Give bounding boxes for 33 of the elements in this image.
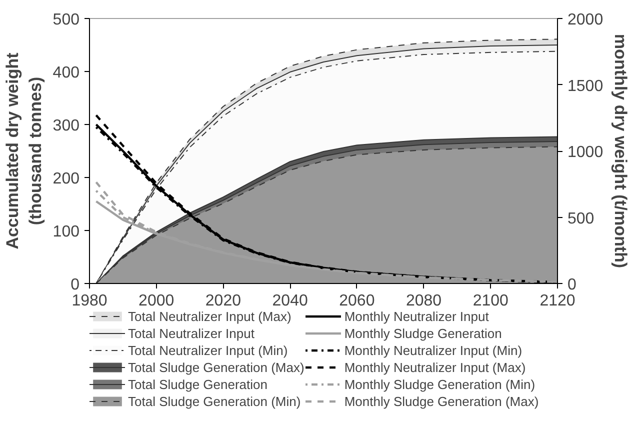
y-tick-label: 200 [52,170,80,188]
y-tick-label: 300 [52,118,80,134]
legend-label: Monthly Sludge Generation (Max) [344,393,539,409]
y-tick-label: 400 [52,64,80,82]
x-tick-label: 2060 [339,292,375,310]
x-tick-label: 2080 [406,292,442,310]
legend-label: Total Neutralizer Input (Max) [128,308,292,324]
x-tick-label: 2000 [138,292,174,310]
x-tick-label: 1980 [72,292,108,310]
y2-tick-label: 2000 [568,12,604,28]
y2-tick-label: 500 [568,210,594,228]
x-tick-label: 2100 [472,292,509,310]
legend-label: Monthly Neutralizer Input (Min) [344,342,522,358]
y2-tick-label: 0 [568,276,576,294]
legend-label: Monthly Neutralizer Input (Max) [344,359,526,375]
legend-label: Total Neutralizer Input (Min) [128,342,288,358]
legend-label: Monthly Neutralizer Input [344,308,489,324]
legend-label: Total Sludge Generation (Max) [128,359,304,375]
x-tick-label: 2040 [272,292,308,310]
y-tick-label: 0 [70,276,80,294]
y2-tick-label: 1500 [568,78,604,95]
legend-label: Monthly Sludge Generation (Min) [344,376,536,392]
legend-label: Monthly Sludge Generation [344,325,502,341]
y2-axis-title: monthly dry weight (t/month) [611,34,630,268]
y2-tick-label: 1000 [568,144,604,161]
y-axis-title: Accumulated dry weight (thousand tonnes) [3,52,45,250]
legend-label: Total Sludge Generation (Min) [128,393,301,409]
x-tick-label: 2120 [540,292,576,310]
x-tick-label: 2020 [205,292,242,310]
legend-label: Total Sludge Generation [128,376,268,392]
y-tick-label: 500 [52,12,80,28]
legend-label: Total Neutralizer Input [128,325,254,341]
y-tick-label: 100 [52,224,80,240]
